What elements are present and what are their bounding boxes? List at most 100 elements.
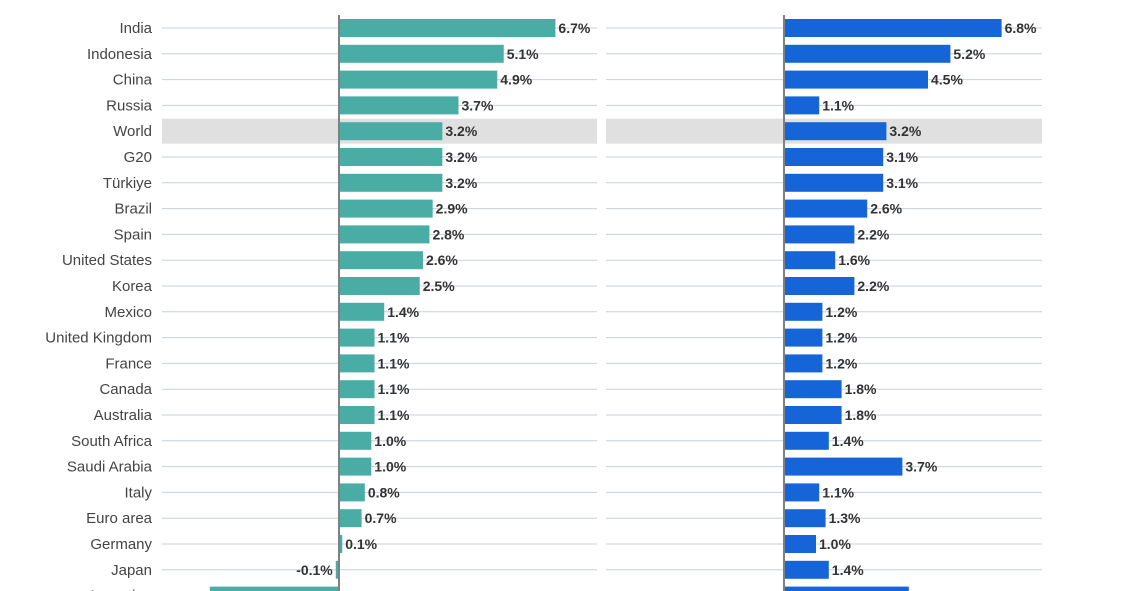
category-label: Saudi Arabia xyxy=(67,459,153,476)
category-label: Korea xyxy=(112,278,153,295)
value-label: 2.6% xyxy=(870,201,902,217)
category-label: United Kingdom xyxy=(45,330,152,347)
bar-left xyxy=(339,509,362,528)
bar-right xyxy=(784,354,823,373)
bar-left xyxy=(339,19,556,37)
value-label: 1.4% xyxy=(832,562,864,578)
value-label: 5.2% xyxy=(953,46,985,62)
bar-left xyxy=(339,380,375,399)
value-label: 1.1% xyxy=(822,484,854,500)
bar-right xyxy=(784,431,829,450)
value-label: 4.5% xyxy=(931,72,963,88)
value-label: 2.9% xyxy=(436,201,468,217)
value-label: 1.1% xyxy=(378,407,410,423)
bar-left xyxy=(339,483,365,502)
category-label: Australia xyxy=(94,407,153,424)
bar-right xyxy=(784,535,816,553)
category-labels: India Indonesia China Russia World G20 Türkiye… xyxy=(45,20,152,591)
bar-right xyxy=(784,122,887,141)
value-label: 3.2% xyxy=(445,149,477,165)
category-label: China xyxy=(113,72,153,89)
category-label: Japan xyxy=(111,562,152,579)
bar-right xyxy=(784,586,909,591)
value-label: 1.4% xyxy=(832,433,864,449)
value-label: 6.7% xyxy=(558,20,590,36)
value-label: 0.8% xyxy=(368,484,400,500)
value-label: 2.6% xyxy=(426,252,458,268)
bar-right xyxy=(784,148,884,166)
bar-right xyxy=(784,277,855,295)
category-label: Canada xyxy=(99,381,152,398)
gridlines xyxy=(162,27,1042,571)
chart-panel-left: 6.7% 5.1% 4.9% 3.7% 3.2% 3.2% 3.2% 2.9% 2.8% 2.6%… xyxy=(170,19,591,591)
bar-right xyxy=(784,19,1002,37)
bar-right xyxy=(784,302,823,321)
bar-left xyxy=(339,148,443,166)
value-label: 2.2% xyxy=(857,226,889,242)
bar-right xyxy=(784,70,928,89)
bar-right xyxy=(784,251,836,270)
value-label: 6.8% xyxy=(1005,20,1037,36)
value-label: 3.7% xyxy=(462,97,494,113)
category-label: Türkiye xyxy=(103,175,152,192)
value-label: 1.2% xyxy=(825,304,857,320)
bar-left xyxy=(339,173,443,192)
value-label: 2.5% xyxy=(423,278,455,294)
chart-panel-right: 6.8% 5.2% 4.5% 1.1% 3.2% 3.1% 3.1% 2.6% 2.2% 1.6%… xyxy=(784,19,1037,591)
value-label: 3.7% xyxy=(905,459,937,475)
bar-right xyxy=(784,173,884,192)
bar-right xyxy=(784,380,842,399)
value-label: 3.1% xyxy=(886,175,918,191)
value-label: 3.1% xyxy=(886,149,918,165)
category-label: Indonesia xyxy=(87,46,153,63)
bar-left xyxy=(339,96,459,115)
category-label: Mexico xyxy=(104,304,152,321)
value-label: 1.0% xyxy=(819,536,851,552)
category-label: India xyxy=(119,20,152,37)
value-label: 3.2% xyxy=(445,123,477,139)
bar-right xyxy=(784,483,820,502)
bar-right xyxy=(784,509,826,528)
bar-right xyxy=(784,457,903,476)
bar-left xyxy=(339,199,433,218)
bar-left xyxy=(339,457,372,476)
category-label: Germany xyxy=(90,536,152,553)
bar-left xyxy=(339,44,504,63)
category-label: Argentina xyxy=(88,588,153,591)
bar-right xyxy=(784,406,842,424)
value-label: 1.1% xyxy=(378,355,410,371)
value-label: 2.8% xyxy=(432,226,464,242)
bar-left xyxy=(339,251,423,270)
category-label: Russia xyxy=(106,97,153,114)
bar-left xyxy=(339,535,343,553)
value-label: 1.2% xyxy=(825,330,857,346)
value-label: 3.2% xyxy=(889,123,921,139)
bar-left xyxy=(339,70,498,89)
bar-left xyxy=(339,122,443,141)
value-label: 2.2% xyxy=(857,278,889,294)
value-label: 1.2% xyxy=(825,355,857,371)
bar-left xyxy=(339,277,420,295)
category-label: Italy xyxy=(124,484,152,501)
category-label: United States xyxy=(62,252,152,269)
bar-right xyxy=(784,44,951,63)
bar-left xyxy=(339,406,375,424)
bar-left xyxy=(339,431,372,450)
bar-right xyxy=(784,560,829,579)
bar-right xyxy=(784,199,868,218)
bar-right xyxy=(784,225,855,244)
value-label: -4.0% xyxy=(170,588,207,591)
bar-left xyxy=(209,586,339,591)
value-label: -0.1% xyxy=(296,562,333,578)
value-label: 1.0% xyxy=(374,459,406,475)
category-label: G20 xyxy=(124,149,152,166)
bar-left xyxy=(339,225,430,244)
bar-left xyxy=(339,328,375,347)
category-label: Spain xyxy=(114,226,152,243)
value-label: 1.6% xyxy=(838,252,870,268)
value-label: 0.1% xyxy=(345,536,377,552)
bar-right xyxy=(784,96,820,115)
value-label: 1.0% xyxy=(374,433,406,449)
value-label: 1.8% xyxy=(845,381,877,397)
